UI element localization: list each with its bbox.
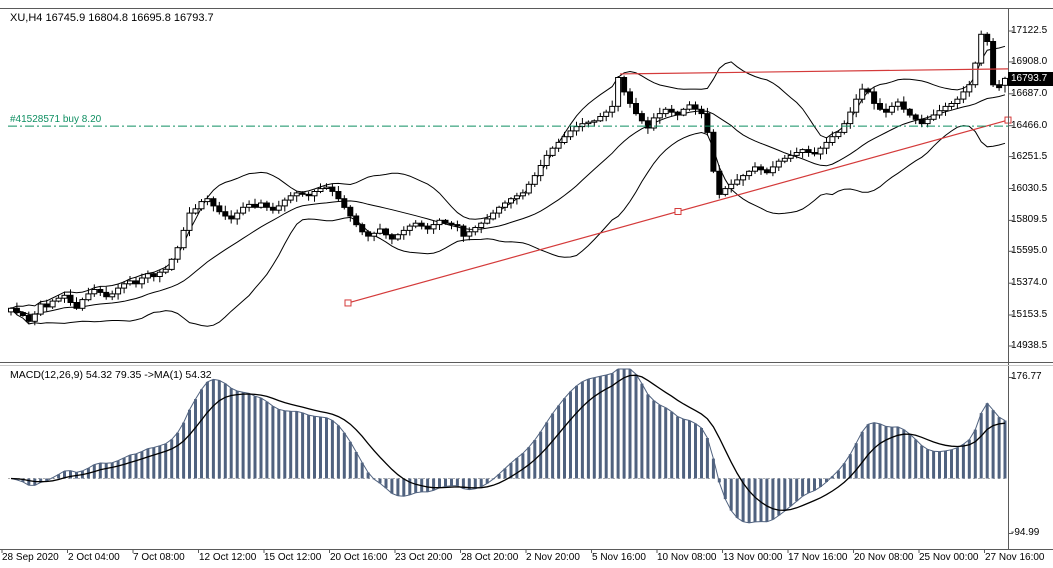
price-axis-label: 15595.0 bbox=[1011, 245, 1048, 256]
time-axis-label: 2 Nov 20:00 bbox=[526, 552, 580, 563]
time-axis-label: 15 Oct 12:00 bbox=[264, 552, 322, 563]
chart-top-border bbox=[0, 8, 1053, 9]
price-axis-label: 15809.5 bbox=[1011, 214, 1048, 225]
panel-splitter[interactable] bbox=[0, 362, 1053, 363]
time-axis-label: 23 Oct 20:00 bbox=[395, 552, 453, 563]
time-axis-label: 28 Sep 2020 bbox=[2, 552, 59, 563]
macd-histogram bbox=[8, 368, 1008, 524]
time-axis-label: 5 Nov 16:00 bbox=[592, 552, 646, 563]
current-price-badge: 16793.7 bbox=[1008, 72, 1053, 86]
macd-axis-min-label: -94.99 bbox=[1011, 527, 1040, 538]
trendline-handle[interactable] bbox=[344, 299, 352, 307]
time-axis-label: 25 Nov 00:00 bbox=[919, 552, 979, 563]
time-axis-label: 12 Oct 12:00 bbox=[199, 552, 257, 563]
bollinger-bands bbox=[10, 45, 1006, 327]
price-axis-label: 15153.5 bbox=[1011, 309, 1048, 320]
price-axis-label: 16908.0 bbox=[1011, 56, 1048, 67]
price-axis-label: 14938.5 bbox=[1011, 340, 1048, 351]
price-axis-label: 16030.5 bbox=[1011, 183, 1048, 194]
price-axis-label: 16466.0 bbox=[1011, 120, 1048, 131]
time-axis-label: 13 Nov 00:00 bbox=[723, 552, 783, 563]
time-axis-label: 17 Nov 16:00 bbox=[788, 552, 848, 563]
trendline-handle[interactable] bbox=[674, 208, 682, 216]
time-axis-label: 2 Oct 04:00 bbox=[68, 552, 120, 563]
trendline-resistance-line[interactable] bbox=[619, 68, 1009, 75]
macd-axis-max-label: 176.77 bbox=[1011, 371, 1042, 382]
macd-signal-line bbox=[10, 374, 1006, 511]
price-axis-label: 16251.5 bbox=[1011, 151, 1048, 162]
time-axis-label: 27 Nov 16:00 bbox=[985, 552, 1045, 563]
time-axis-label: 10 Nov 08:00 bbox=[657, 552, 717, 563]
time-axis-label: 20 Nov 08:00 bbox=[854, 552, 914, 563]
time-axis-separator bbox=[0, 549, 1053, 550]
price-axis-label: 15374.0 bbox=[1011, 277, 1048, 288]
trendline-ascending-trendline[interactable] bbox=[344, 116, 1012, 307]
price-axis-label: 17122.5 bbox=[1011, 25, 1048, 36]
time-axis-label: 7 Oct 08:00 bbox=[133, 552, 185, 563]
buy-order-label[interactable]: #41528571 buy 8.20 bbox=[10, 114, 102, 125]
candlestick-series bbox=[8, 30, 1008, 326]
symbol-ohlc-label: XU,H4 16745.9 16804.8 16695.8 16793.7 bbox=[10, 12, 214, 24]
macd-indicator-label: MACD(12,26,9) 54.32 79.35 ->MA(1) 54.32 bbox=[10, 369, 212, 381]
price-axis-label: 16687.0 bbox=[1011, 88, 1048, 99]
time-axis-label: 28 Oct 20:00 bbox=[461, 552, 519, 563]
macd-panel-top-border bbox=[0, 365, 1053, 366]
time-axis-label: 20 Oct 16:00 bbox=[330, 552, 388, 563]
price-axis-separator bbox=[1008, 8, 1009, 549]
